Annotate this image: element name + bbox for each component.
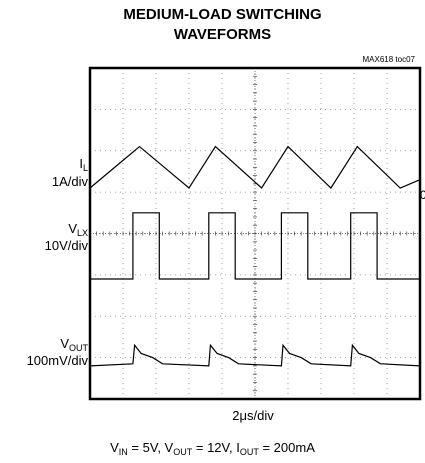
- figure-id: MAX618 toc07: [362, 55, 415, 64]
- vlx-label: VLX: [68, 221, 88, 238]
- vout-scale: 100mV/div: [26, 353, 88, 368]
- vout-trace: [89, 343, 421, 367]
- chart-title-line1: MEDIUM-LOAD SWITCHING: [123, 6, 322, 23]
- iout-value: 200mA: [273, 440, 315, 455]
- vlx-trace: [90, 212, 420, 280]
- il-trace: [89, 145, 421, 189]
- vlx-scale: 10V/div: [44, 238, 88, 253]
- vin-value: 5V: [142, 440, 158, 455]
- test-conditions: VIN = 5V, VOUT = 12V, IOUT = 200mA: [110, 440, 315, 457]
- il-label: IL: [79, 156, 88, 173]
- chart-title-line2: WAVEFORMS: [173, 26, 272, 43]
- vout-label: VOUT: [60, 336, 88, 353]
- il-scale: 1A/div: [51, 174, 88, 189]
- plot-frame: [88, 66, 422, 401]
- x-axis-label: 2μs/div: [232, 408, 274, 423]
- edge-mark: 0: [420, 188, 425, 202]
- vout-value: 12V: [207, 440, 229, 455]
